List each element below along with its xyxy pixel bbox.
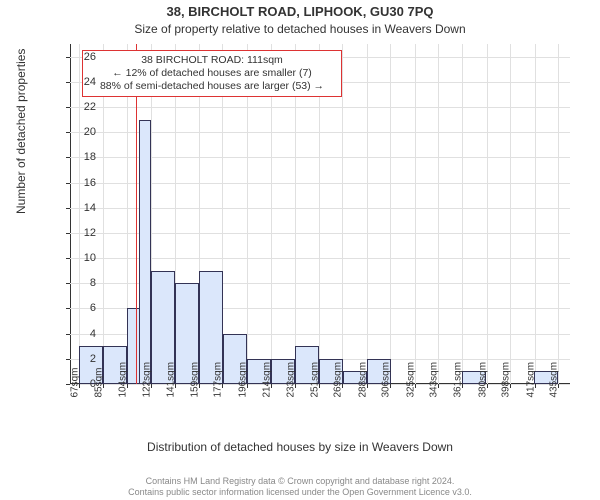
y-tick-label: 16	[70, 177, 96, 189]
y-tick-label: 4	[70, 328, 96, 340]
footer: Contains HM Land Registry data © Crown c…	[0, 476, 600, 499]
y-tick-label: 26	[70, 51, 96, 63]
footer-line-2: Contains public sector information licen…	[0, 487, 600, 498]
y-tick-label: 20	[70, 126, 96, 138]
y-tick-label: 12	[70, 227, 96, 239]
y-axis-label: Number of detached properties	[14, 49, 28, 214]
chart-title: 38, BIRCHOLT ROAD, LIPHOOK, GU30 7PQ	[0, 4, 600, 19]
footer-line-1: Contains HM Land Registry data © Crown c…	[0, 476, 600, 487]
histogram-bar	[139, 120, 151, 384]
y-tick-label: 6	[70, 302, 96, 314]
grid-line-vertical	[415, 44, 416, 384]
grid-line-vertical	[535, 44, 536, 384]
annotation-line-3: 88% of semi-detached houses are larger (…	[89, 80, 335, 93]
grid-line-vertical	[558, 44, 559, 384]
x-axis-label: Distribution of detached houses by size …	[0, 440, 600, 454]
annotation-line-2: ← 12% of detached houses are smaller (7)	[89, 67, 335, 80]
y-tick-label: 10	[70, 252, 96, 264]
y-tick-label: 22	[70, 101, 96, 113]
grid-line-vertical	[510, 44, 511, 384]
grid-line-vertical	[342, 44, 343, 384]
chart-container: { "chart": { "type": "histogram", "title…	[0, 0, 600, 500]
y-tick-label: 18	[70, 151, 96, 163]
grid-line-vertical	[438, 44, 439, 384]
annotation-box: 38 BIRCHOLT ROAD: 111sqm ← 12% of detach…	[82, 50, 342, 97]
annotation-line-1: 38 BIRCHOLT ROAD: 111sqm	[89, 54, 335, 67]
grid-line-vertical	[367, 44, 368, 384]
y-tick-label: 14	[70, 202, 96, 214]
y-tick-label: 2	[70, 353, 96, 365]
grid-line-vertical	[462, 44, 463, 384]
grid-line-vertical	[390, 44, 391, 384]
chart-subtitle: Size of property relative to detached ho…	[0, 22, 600, 36]
y-tick-label: 8	[70, 277, 96, 289]
y-tick-label: 24	[70, 76, 96, 88]
grid-line-horizontal	[70, 107, 570, 108]
grid-line-vertical	[487, 44, 488, 384]
